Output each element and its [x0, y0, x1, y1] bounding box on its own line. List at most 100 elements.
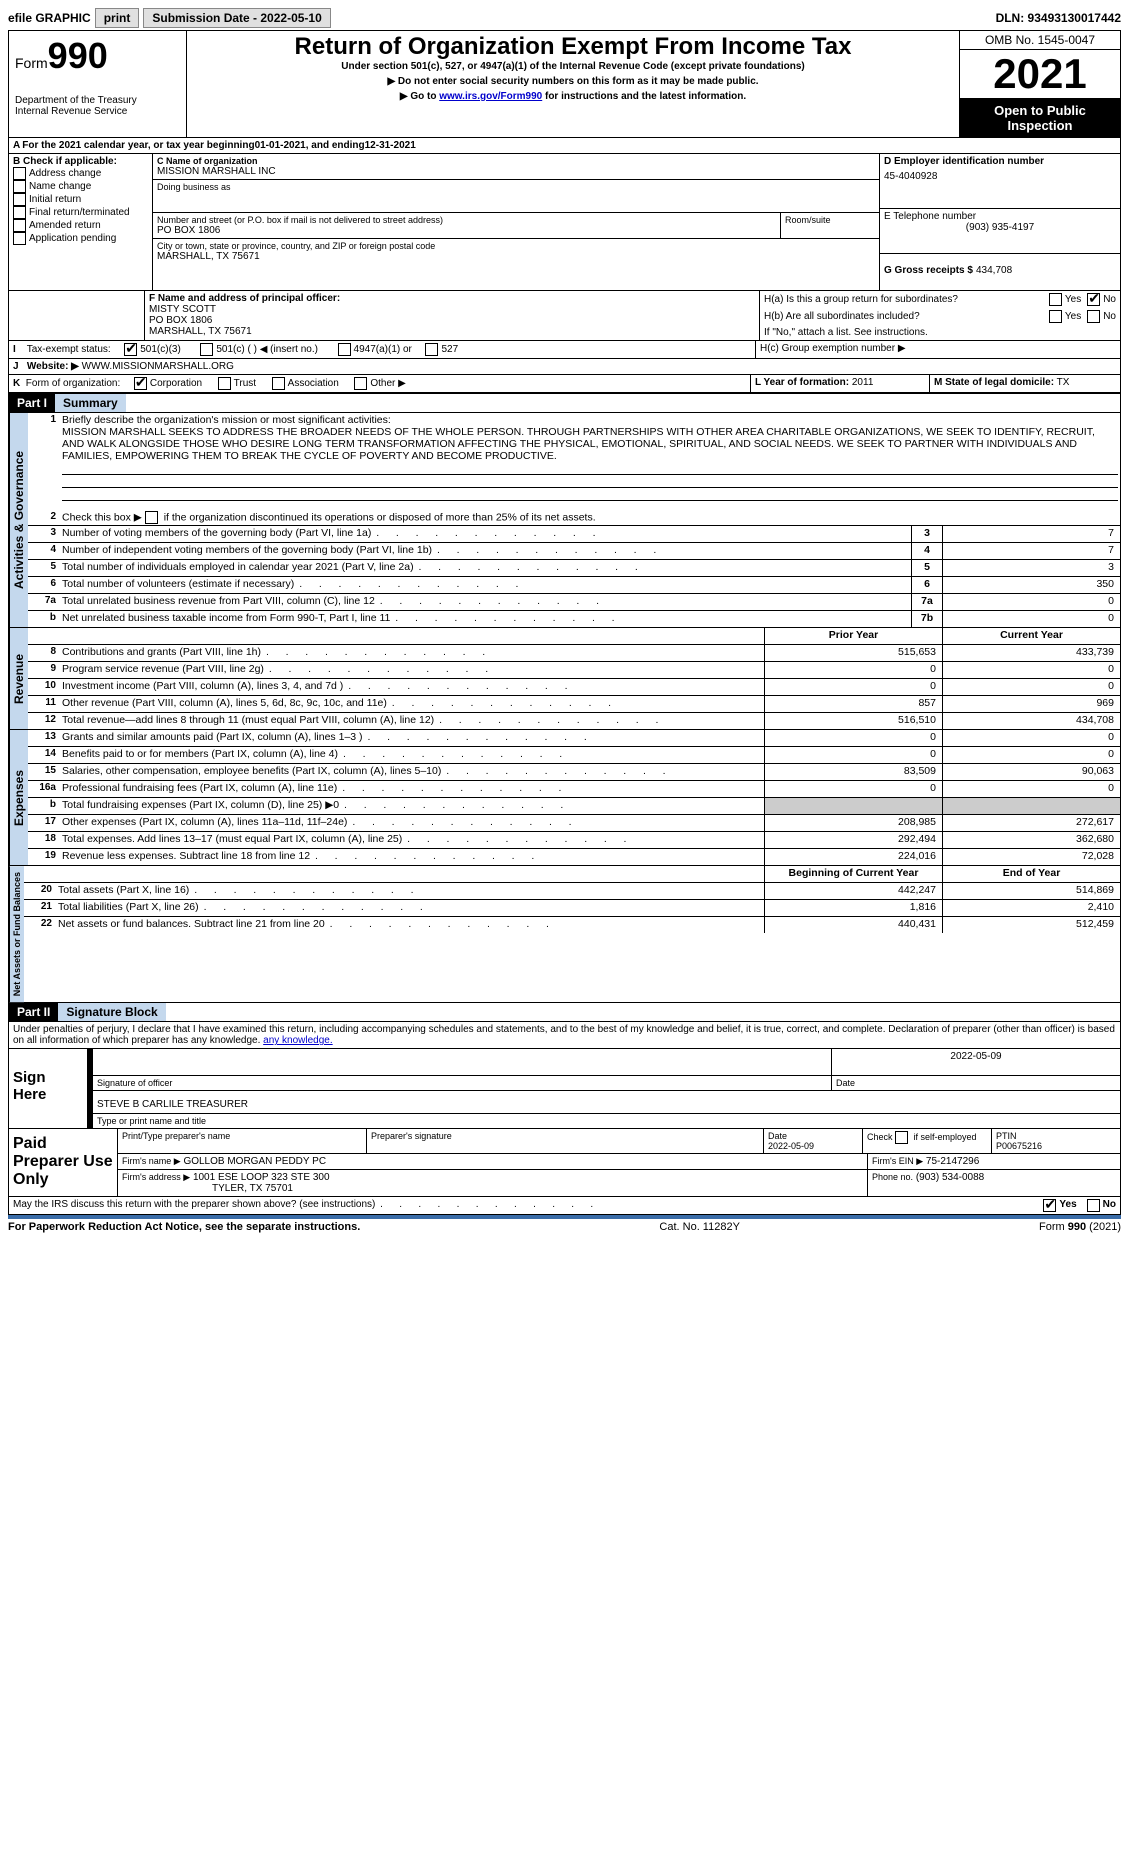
tab-revenue: Revenue [9, 628, 28, 729]
ein: 45-4040928 [884, 171, 1116, 182]
box-deg: D Employer identification number 45-4040… [880, 154, 1120, 290]
footer: For Paperwork Reduction Act Notice, see … [8, 1221, 1121, 1233]
addr: PO BOX 1806 [157, 225, 776, 236]
boxb-checkbox[interactable] [13, 219, 26, 232]
summary-row: 15Salaries, other compensation, employee… [28, 763, 1120, 780]
box-h: H(a) Is this a group return for subordin… [760, 291, 1120, 340]
boxb-checkbox[interactable] [13, 180, 26, 193]
other-checkbox[interactable] [354, 377, 367, 390]
part1-exp: Expenses 13Grants and similar amounts pa… [9, 729, 1120, 865]
ha-no-checkbox[interactable] [1087, 293, 1100, 306]
box-c: C Name of organization MISSION MARSHALL … [153, 154, 880, 290]
boxb-checkbox[interactable] [13, 193, 26, 206]
part2-header: Part IISignature Block [9, 1002, 1120, 1021]
line2-checkbox[interactable] [145, 511, 158, 524]
phone: (903) 935-4197 [884, 222, 1116, 233]
paid-prep-label: Paid Preparer Use Only [9, 1129, 118, 1196]
header-mid: Return of Organization Exempt From Incom… [187, 31, 959, 137]
part1-header: Part ISummary [9, 393, 1120, 412]
form-subtitle: Under section 501(c), 527, or 4947(a)(1)… [191, 61, 955, 72]
501c-checkbox[interactable] [200, 343, 213, 356]
summary-row: 11Other revenue (Part VIII, column (A), … [28, 695, 1120, 712]
summary-row: 4Number of independent voting members of… [28, 542, 1120, 559]
open-inspection: Open to Public Inspection [960, 99, 1120, 137]
tab-netassets: Net Assets or Fund Balances [9, 866, 24, 1002]
room-label: Room/suite [785, 215, 875, 225]
org-name: MISSION MARSHALL INC [157, 166, 875, 177]
summary-row: 13Grants and similar amounts paid (Part … [28, 730, 1120, 746]
paid-preparer-block: Paid Preparer Use Only Print/Type prepar… [9, 1128, 1120, 1196]
527-checkbox[interactable] [425, 343, 438, 356]
hb-yes-checkbox[interactable] [1049, 310, 1062, 323]
assoc-checkbox[interactable] [272, 377, 285, 390]
form-number: 990 [48, 35, 108, 76]
tab-expenses: Expenses [9, 730, 28, 865]
summary-row: 10Investment income (Part VIII, column (… [28, 678, 1120, 695]
omb-number: OMB No. 1545-0047 [960, 31, 1120, 50]
boxb-checkbox[interactable] [13, 232, 26, 245]
top-bar: efile GRAPHIC print Submission Date - 20… [8, 8, 1121, 28]
city: MARSHALL, TX 75671 [157, 251, 875, 262]
part1-rev: Revenue Prior Year Current Year 8Contrib… [9, 627, 1120, 729]
irs-no-checkbox[interactable] [1087, 1199, 1100, 1212]
corp-checkbox[interactable] [134, 377, 147, 390]
summary-row: 14Benefits paid to or for members (Part … [28, 746, 1120, 763]
summary-row: 22Net assets or fund balances. Subtract … [24, 916, 1120, 933]
hb-no-checkbox[interactable] [1087, 310, 1100, 323]
summary-row: bNet unrelated business taxable income f… [28, 610, 1120, 627]
summary-row: 3Number of voting members of the governi… [28, 525, 1120, 542]
form-container: Form990 Department of the Treasury Inter… [8, 30, 1121, 1215]
org-name-label: C Name of organization [157, 156, 875, 166]
form990-link[interactable]: www.irs.gov/Form990 [439, 91, 542, 102]
dln: DLN: 93493130017442 [996, 11, 1121, 25]
box-j: J Website: ▶ WWW.MISSIONMARSHALL.ORG [9, 359, 1120, 375]
boxb-checkbox[interactable] [13, 206, 26, 219]
summary-row: 8Contributions and grants (Part VIII, li… [28, 644, 1120, 661]
addr-label: Number and street (or P.O. box if mail i… [157, 215, 776, 225]
sign-here-block: Sign Here 2022-05-09 Signature of office… [9, 1048, 1120, 1128]
sig-date: 2022-05-09 [831, 1049, 1120, 1075]
box-b: B Check if applicable: Address changeNam… [9, 154, 153, 290]
line-a: A For the 2021 calendar year, or tax yea… [9, 138, 1120, 154]
print-button[interactable]: print [95, 8, 140, 28]
box-m: M State of legal domicile: TX [930, 375, 1120, 392]
note-goto: ▶ Go to www.irs.gov/Form990 for instruct… [191, 91, 955, 102]
note-ssn: ▶ Do not enter social security numbers o… [191, 76, 955, 87]
ein-label: D Employer identification number [884, 156, 1116, 167]
part1-na: Net Assets or Fund Balances Beginning of… [9, 865, 1120, 1002]
form-label: Form [15, 55, 48, 71]
dba-label: Doing business as [157, 182, 231, 210]
summary-row: bTotal fundraising expenses (Part IX, co… [28, 797, 1120, 814]
efile-label: efile GRAPHIC [8, 11, 91, 25]
part1-ag: Activities & Governance 1 Briefly descri… [9, 412, 1120, 627]
tax-year: 2021 [960, 50, 1120, 99]
box-k: K Form of organization: Corporation Trus… [9, 375, 751, 392]
summary-row: 9Program service revenue (Part VIII, lin… [28, 661, 1120, 678]
summary-row: 16aProfessional fundraising fees (Part I… [28, 780, 1120, 797]
header-right: OMB No. 1545-0047 2021 Open to Public In… [959, 31, 1120, 137]
mission-text: MISSION MARSHALL SEEKS TO ADDRESS THE BR… [62, 426, 1095, 462]
summary-row: 20Total assets (Part X, line 16)442,2475… [24, 882, 1120, 899]
form-header: Form990 Department of the Treasury Inter… [9, 31, 1120, 138]
boxb-checkbox[interactable] [13, 167, 26, 180]
summary-row: 7aTotal unrelated business revenue from … [28, 593, 1120, 610]
501c3-checkbox[interactable] [124, 343, 137, 356]
header-left: Form990 Department of the Treasury Inter… [9, 31, 187, 137]
ha-yes-checkbox[interactable] [1049, 293, 1062, 306]
4947-checkbox[interactable] [338, 343, 351, 356]
blue-bar [8, 1215, 1121, 1219]
phone-label: E Telephone number [884, 211, 1116, 222]
gross-label: G Gross receipts $ [884, 265, 973, 276]
dept-treasury: Department of the Treasury Internal Reve… [15, 95, 180, 117]
summary-row: 6Total number of volunteers (estimate if… [28, 576, 1120, 593]
section-klm: K Form of organization: Corporation Trus… [9, 375, 1120, 393]
summary-row: 18Total expenses. Add lines 13–17 (must … [28, 831, 1120, 848]
city-label: City or town, state or province, country… [157, 241, 875, 251]
box-hc: H(c) Group exemption number ▶ [756, 341, 1120, 358]
irs-yes-checkbox[interactable] [1043, 1199, 1056, 1212]
self-employed-checkbox[interactable] [895, 1131, 908, 1144]
trust-checkbox[interactable] [218, 377, 231, 390]
section-bcd: B Check if applicable: Address changeNam… [9, 154, 1120, 291]
submission-date: Submission Date - 2022-05-10 [143, 8, 330, 28]
knowledge-link[interactable]: any knowledge. [263, 1035, 333, 1046]
